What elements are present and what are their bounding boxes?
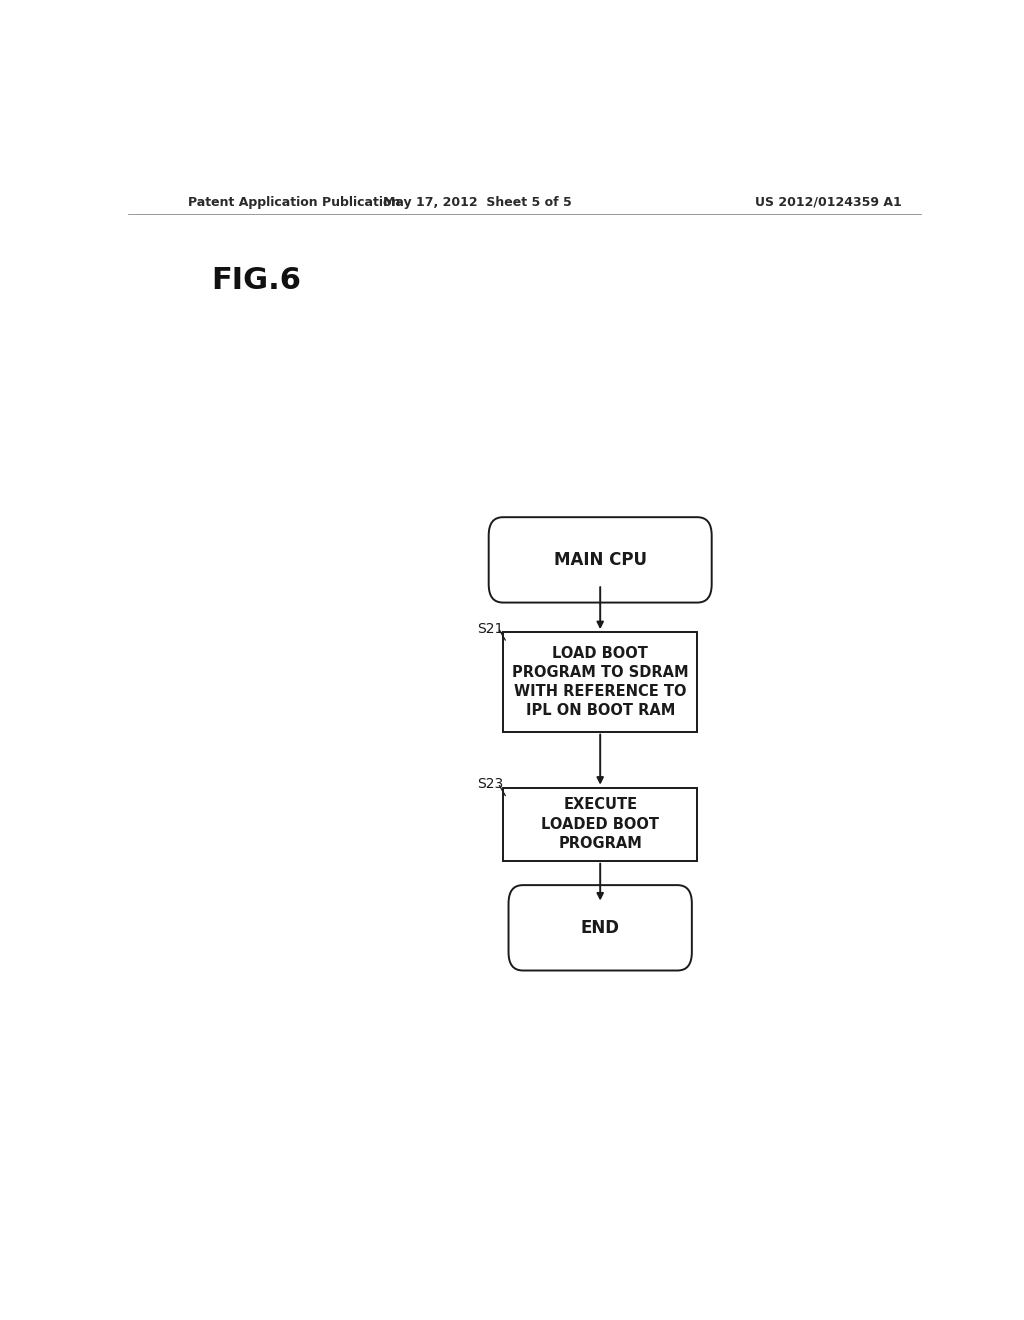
FancyBboxPatch shape bbox=[488, 517, 712, 602]
Text: FIG.6: FIG.6 bbox=[211, 265, 301, 294]
Text: S21: S21 bbox=[477, 622, 504, 636]
Text: May 17, 2012  Sheet 5 of 5: May 17, 2012 Sheet 5 of 5 bbox=[383, 195, 571, 209]
Text: Patent Application Publication: Patent Application Publication bbox=[187, 195, 400, 209]
Text: END: END bbox=[581, 919, 620, 937]
Bar bbox=[503, 788, 697, 861]
Text: MAIN CPU: MAIN CPU bbox=[554, 550, 647, 569]
Text: LOAD BOOT
PROGRAM TO SDRAM
WITH REFERENCE TO
IPL ON BOOT RAM: LOAD BOOT PROGRAM TO SDRAM WITH REFERENC… bbox=[512, 645, 688, 718]
Text: US 2012/0124359 A1: US 2012/0124359 A1 bbox=[755, 195, 902, 209]
Text: S23: S23 bbox=[477, 777, 504, 792]
Bar bbox=[503, 632, 697, 731]
FancyBboxPatch shape bbox=[509, 886, 692, 970]
Text: EXECUTE
LOADED BOOT
PROGRAM: EXECUTE LOADED BOOT PROGRAM bbox=[542, 797, 659, 851]
